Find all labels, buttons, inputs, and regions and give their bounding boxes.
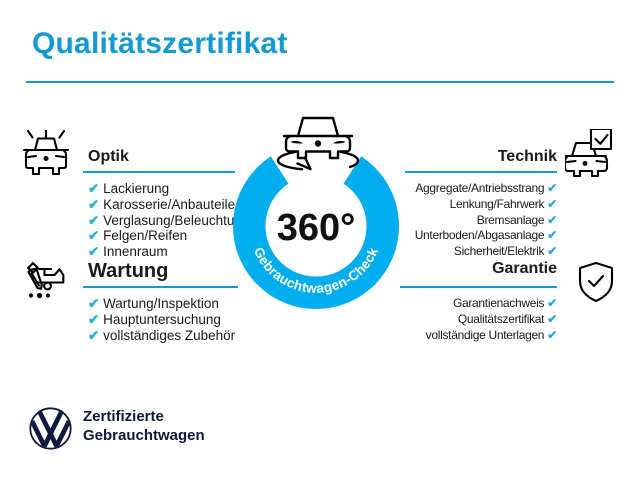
svg-text:360°: 360°: [277, 207, 356, 249]
